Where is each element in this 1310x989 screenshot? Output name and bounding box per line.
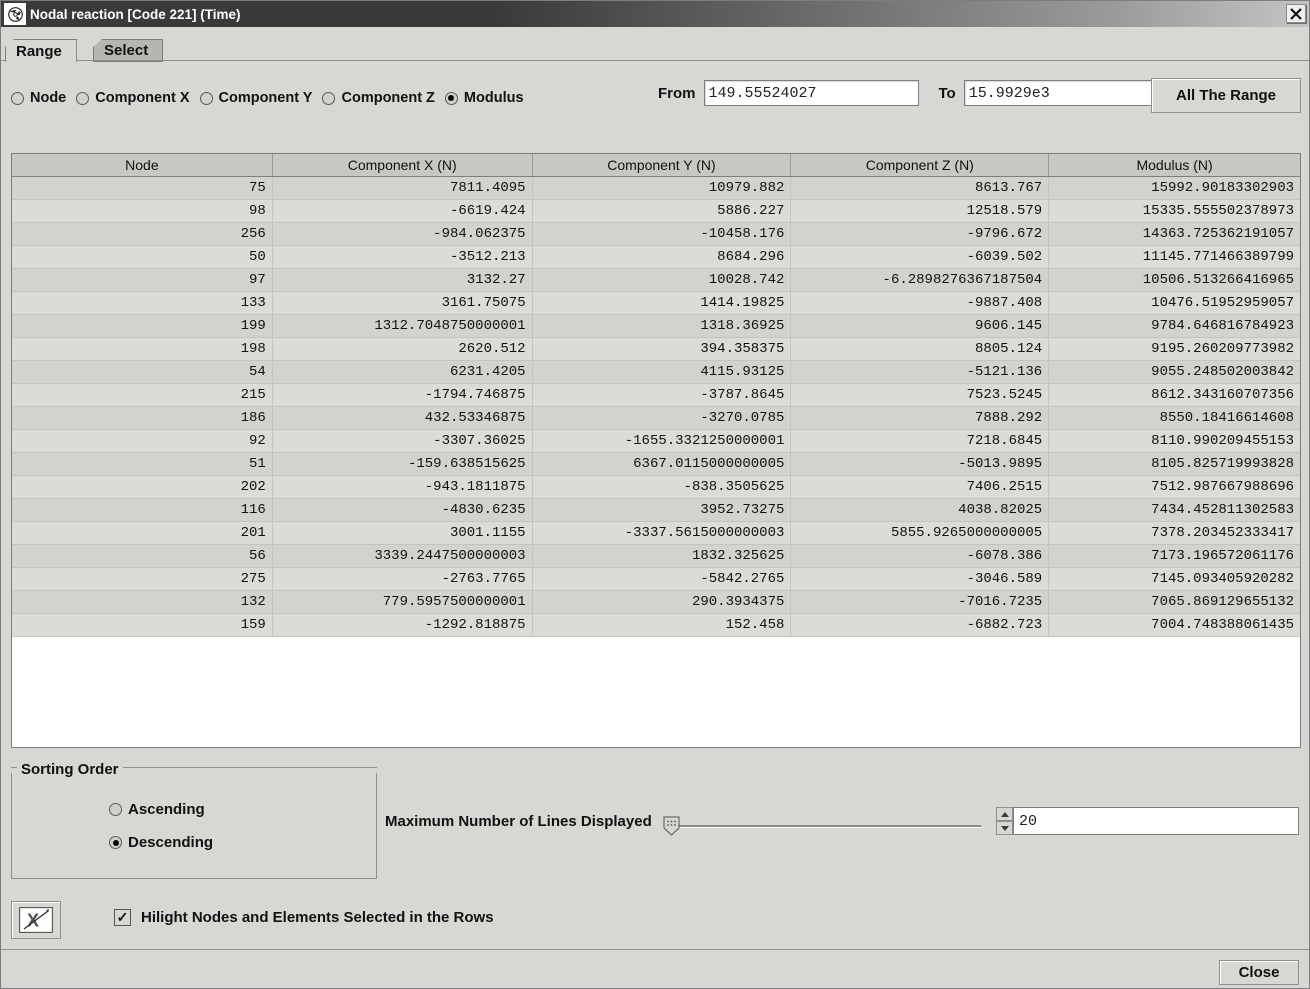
svg-text:X: X xyxy=(27,911,39,931)
